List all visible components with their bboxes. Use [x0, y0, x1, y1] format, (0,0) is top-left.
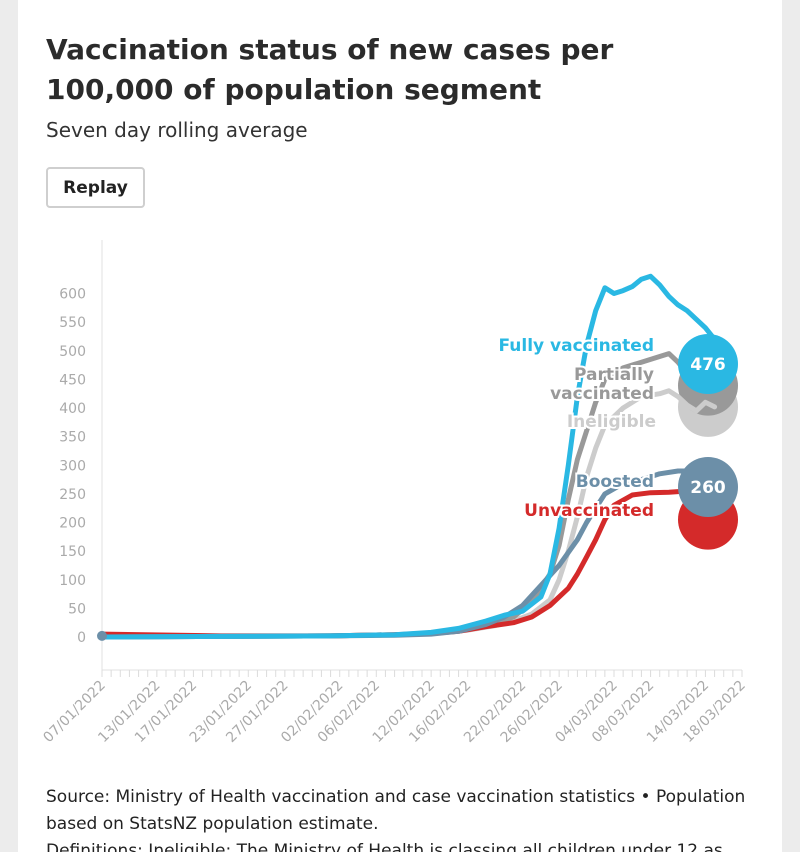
replay-button[interactable]: Replay	[46, 167, 145, 208]
y-tick-label: 600	[59, 287, 86, 303]
y-tick-label: 400	[59, 401, 86, 417]
end-badge-boosted	[678, 457, 738, 517]
source-note: Source: Ministry of Health vaccination a…	[46, 784, 776, 852]
chart-card: Vaccination status of new cases per 100,…	[18, 0, 782, 852]
y-tick-label: 550	[59, 315, 86, 331]
series-start-marker	[97, 630, 107, 641]
y-tick-label: 500	[59, 344, 86, 360]
y-tick-label: 150	[59, 544, 86, 560]
definitions-text: Definitions: Ineligible: The Ministry of…	[46, 841, 723, 852]
y-tick-label: 200	[59, 516, 86, 532]
series-name-label: Fully vaccinated	[499, 336, 654, 356]
y-tick-label: 100	[59, 573, 86, 589]
series-line-fully-vaccinated	[99, 273, 736, 640]
source-text: Source: Ministry of Health vaccination a…	[46, 787, 746, 834]
y-tick-label: 300	[59, 458, 86, 474]
y-tick-label: 0	[77, 630, 86, 646]
y-tick-label: 50	[68, 601, 86, 617]
line-chart: 05010015020025030035040045050055060007/0…	[40, 240, 749, 746]
end-value-label: 476	[690, 355, 726, 375]
end-value-label: 260	[690, 478, 726, 498]
chart-subtitle: Seven day rolling average	[46, 118, 308, 142]
chart-title: Vaccination status of new cases per 100,…	[46, 33, 614, 106]
series-name-label: Partially vaccinated	[550, 365, 654, 404]
y-tick-label: 250	[59, 487, 86, 503]
series-name-label: Unvaccinated	[524, 501, 654, 521]
series-name-label: Boosted	[576, 472, 654, 492]
end-badge-fully-vaccinated	[678, 334, 738, 394]
series-name-label: Ineligible	[567, 412, 656, 432]
y-tick-label: 350	[59, 430, 86, 446]
y-tick-label: 450	[59, 372, 86, 388]
